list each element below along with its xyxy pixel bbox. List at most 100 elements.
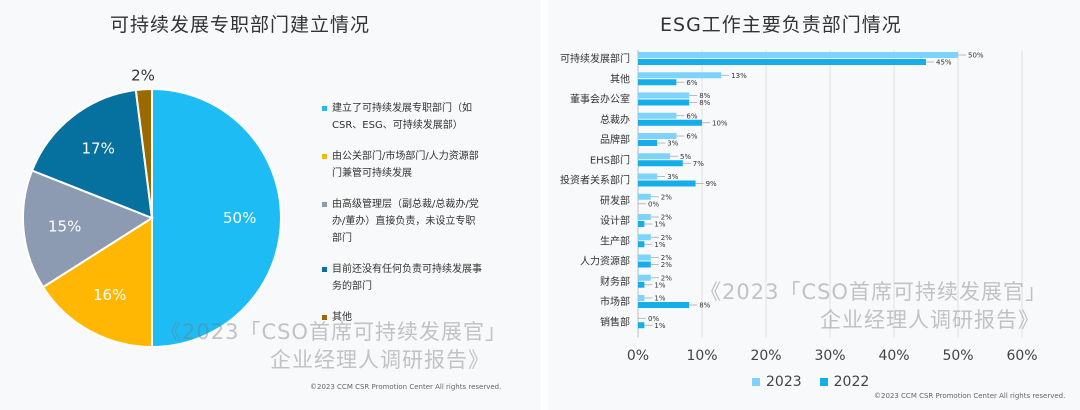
legend-swatch-2022 <box>819 378 828 386</box>
bar-2022-5 <box>638 160 683 167</box>
category-label-0: 可持续发展部门 <box>560 52 630 65</box>
bar-value-2022-3: 10% <box>712 119 728 127</box>
watermark-right-line2: 企业经理人调研报告》 <box>820 308 1040 332</box>
bar-2023-2 <box>638 92 690 99</box>
bar-2023-11 <box>638 274 651 281</box>
pie-label-2: 15% <box>48 217 81 235</box>
bar-value-2022-9: 1% <box>654 241 665 249</box>
bar-chart-title: ESG工作主要负责部门情况 <box>660 14 902 36</box>
bar-value-2023-5: 5% <box>680 153 691 161</box>
pie-chart-title: 可持续发展专职部门建立情况 <box>110 14 371 36</box>
pie-slice-0 <box>151 87 282 349</box>
pie-legend-text-4-0: 其他 <box>332 312 352 323</box>
bar-value-2023-13: 0% <box>648 315 659 323</box>
category-label-2: 董事会办公室 <box>570 93 630 106</box>
x-tick-label-0: 0% <box>627 348 649 364</box>
category-label-4: 品牌部 <box>600 133 630 146</box>
bar-2023-6 <box>638 173 658 180</box>
pie-legend-text-1-0: 由公关部门/市场部门/人力资源部 <box>332 151 479 162</box>
bar-legend: 2023 2022 <box>750 374 869 390</box>
bar-value-2023-6: 3% <box>667 173 678 181</box>
pie-slice-4 <box>134 87 153 219</box>
x-tick-label-6: 60% <box>1006 348 1037 364</box>
pie-legend-text-3-0: 目前还没有任何负责可持续发展事 <box>332 264 482 275</box>
bar-value-2022-1: 6% <box>686 79 697 87</box>
bar-value-2023-9: 2% <box>661 234 672 242</box>
pie-legend-swatch-4 <box>322 315 327 320</box>
category-label-7: 研发部 <box>600 194 630 207</box>
bar-2023-9 <box>638 234 651 241</box>
watermark-left-line1: 《2023「CSO首席可持续发展官」 <box>160 320 507 344</box>
bar-value-2023-7: 2% <box>661 193 672 201</box>
bar-2023-3 <box>638 112 677 119</box>
bar-2023-10 <box>638 254 651 261</box>
category-label-12: 市场部 <box>600 295 630 308</box>
x-tick-label-1: 10% <box>686 348 717 364</box>
watermark-left-line2: 企业经理人调研报告》 <box>270 348 490 372</box>
copyright-left: ©2023 CCM CSR Promotion Center All right… <box>310 383 502 391</box>
bar-value-2022-6: 9% <box>706 180 717 188</box>
bar-2022-13 <box>638 322 645 329</box>
bar-value-2022-12: 8% <box>699 302 710 310</box>
category-label-8: 设计部 <box>600 214 630 227</box>
bar-2022-8 <box>638 221 645 227</box>
pie-legend-text-2-1: 办/董办）直接负责，未设立专职 <box>332 216 476 227</box>
bar-2022-9 <box>638 241 645 248</box>
copyright-right: ©2023 CCM CSR Promotion Center All right… <box>874 392 1066 400</box>
pie-legend-text-1-1: 门兼管可持续发展 <box>332 168 412 179</box>
bar-2022-12 <box>638 302 690 308</box>
bar-2023-8 <box>638 214 651 220</box>
pie-label-4: 2% <box>131 66 155 84</box>
bar-value-2022-0: 45% <box>936 59 952 67</box>
bar-value-2023-4: 6% <box>686 133 697 141</box>
bar-value-2022-13: 1% <box>654 322 665 330</box>
bar-2022-4 <box>638 140 658 146</box>
bar-2023-5 <box>638 153 670 160</box>
bar-value-2022-2: 8% <box>699 99 710 107</box>
pie-legend-text-3-1: 务的部门 <box>332 281 372 292</box>
pie-slice-3 <box>30 88 154 220</box>
x-tick-label-2: 20% <box>750 348 781 364</box>
bar-2022-6 <box>638 180 696 187</box>
pie-legend-text-2-2: 部门 <box>332 233 352 244</box>
x-tick-label-4: 40% <box>878 348 909 364</box>
pie-legend: 建立了可持续发展专职部门（如 CSR、ESG、可持续发展部） 由公关部门/市场部门/… <box>322 100 512 340</box>
pie-legend-text-0-1: CSR、ESG、可持续发展部） <box>332 120 463 131</box>
legend-label-2022: 2022 <box>833 374 870 390</box>
bar-value-2023-2: 8% <box>699 92 710 100</box>
bar-2022-2 <box>638 99 690 106</box>
bar-2022-11 <box>638 281 645 288</box>
bar-2023-7 <box>638 193 651 200</box>
bar-value-2022-8: 1% <box>654 221 665 229</box>
legend-swatch-2023 <box>752 378 760 386</box>
bar-2022-1 <box>638 79 677 86</box>
category-label-11: 财务部 <box>600 275 630 288</box>
watermark-right-line1: 《2023「CSO首席可持续发展官」 <box>700 280 1047 304</box>
bar-2022-0 <box>638 59 926 65</box>
bar-2023-0 <box>638 52 958 58</box>
pie-legend-item-0: 建立了可持续发展专职部门（如 CSR、ESG、可持续发展部） <box>322 100 512 134</box>
category-label-5: EHS部门 <box>590 153 630 166</box>
bar-value-2022-4: 3% <box>667 140 678 148</box>
pie-legend-item-4: 其他 <box>322 309 512 326</box>
bar-value-2023-12: 1% <box>654 295 665 303</box>
category-label-6: 投资者关系部门 <box>560 174 630 187</box>
bar-2023-1 <box>638 72 722 79</box>
category-label-1: 其他 <box>610 72 630 85</box>
category-label-9: 生产部 <box>600 234 630 247</box>
pie-slice-2 <box>22 169 155 289</box>
bar-value-2023-8: 2% <box>661 214 672 222</box>
bar-value-2023-3: 6% <box>686 112 697 120</box>
pie-legend-swatch-0 <box>322 106 327 111</box>
pie-slice-1 <box>41 216 153 349</box>
bar-2023-4 <box>638 133 677 139</box>
category-label-10: 人力资源部 <box>580 255 630 268</box>
x-tick-label-5: 50% <box>942 348 973 364</box>
pie-legend-item-3: 目前还没有任何负责可持续发展事 务的部门 <box>322 261 512 295</box>
bar-value-2023-11: 2% <box>661 274 672 282</box>
category-label-3: 总裁办 <box>600 113 630 126</box>
bar-value-2022-11: 1% <box>654 281 665 289</box>
bar-value-2022-10: 2% <box>661 261 672 269</box>
bar-chart-panel <box>548 0 1080 410</box>
